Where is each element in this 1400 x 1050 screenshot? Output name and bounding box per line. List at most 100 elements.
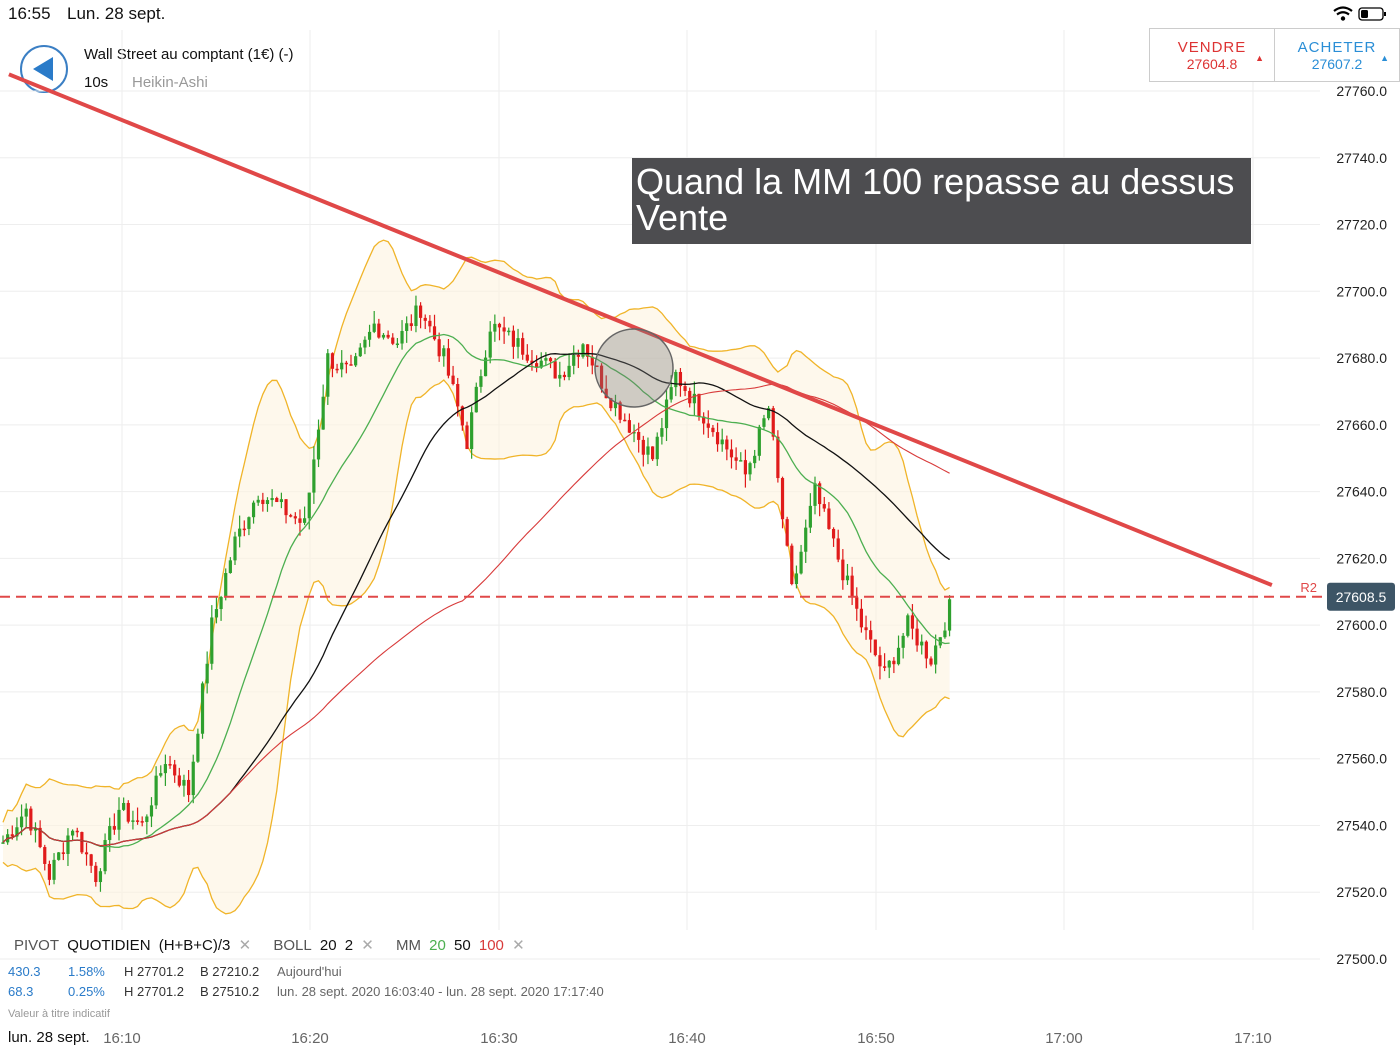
candle xyxy=(920,634,924,655)
candle xyxy=(901,632,905,659)
chart-type-selector[interactable]: Heikin-Ashi xyxy=(132,74,208,91)
current-price-label: 27608.5 xyxy=(1336,589,1387,605)
candle xyxy=(191,754,195,804)
mm20-line xyxy=(2,333,950,848)
candle xyxy=(780,476,785,529)
candle xyxy=(813,476,817,515)
candle xyxy=(530,350,534,371)
x-tick-label: 16:40 xyxy=(668,1030,706,1047)
x-axis: 16:10 16:20 16:30 16:40 16:50 17:00 17:10 xyxy=(103,1030,1272,1047)
x-tick-label: 17:10 xyxy=(1234,1030,1272,1047)
pivot-formula[interactable]: (H+B+C)/3 xyxy=(158,937,231,954)
candle xyxy=(43,844,47,871)
pivot-r2-label: R2 xyxy=(1300,580,1317,595)
candle xyxy=(94,862,98,887)
candle xyxy=(103,833,107,875)
buy-price: 27607.2 xyxy=(1311,56,1363,72)
candle xyxy=(943,622,947,639)
candle xyxy=(326,349,330,405)
candle xyxy=(126,800,130,824)
low-value: B 27510.2 xyxy=(200,984,260,999)
mm-20[interactable]: 20 xyxy=(429,937,446,954)
candle xyxy=(836,529,840,563)
candle xyxy=(757,424,761,461)
candle xyxy=(595,365,599,368)
y-tick-label: 27580.0 xyxy=(1336,684,1387,700)
sell-button[interactable]: VENDRE 27604.8 ▲ xyxy=(1150,29,1275,81)
candle xyxy=(284,499,288,524)
boll-fill xyxy=(3,240,950,914)
current-price-tag xyxy=(1327,582,1395,611)
candle xyxy=(567,353,571,381)
back-button[interactable] xyxy=(20,45,68,93)
candle xyxy=(887,659,891,679)
boll-period[interactable]: 20 xyxy=(319,937,337,954)
candle xyxy=(558,361,562,387)
candle xyxy=(349,354,353,366)
status-bar: 16:55 Lun. 28 sept. xyxy=(0,0,1400,28)
candle xyxy=(790,543,794,586)
candle xyxy=(84,842,89,866)
candle xyxy=(869,620,873,653)
candle xyxy=(465,421,469,450)
candle xyxy=(335,363,339,374)
candle xyxy=(57,851,61,861)
candle xyxy=(572,345,576,375)
candle xyxy=(562,371,567,381)
mm-100[interactable]: 100 xyxy=(478,937,504,954)
candle xyxy=(646,437,650,465)
remove-mm-icon[interactable]: ✕ xyxy=(512,937,525,954)
candle xyxy=(655,432,659,466)
candle xyxy=(419,302,423,329)
candle xyxy=(149,797,154,828)
candle xyxy=(344,360,348,374)
y-tick-label: 27640.0 xyxy=(1336,484,1387,500)
candle xyxy=(892,657,896,674)
candle xyxy=(372,311,376,334)
change-points: 68.3 xyxy=(8,984,34,999)
candle xyxy=(651,446,655,461)
candle xyxy=(924,640,928,669)
candle xyxy=(71,829,75,841)
candle xyxy=(29,806,33,836)
candle xyxy=(177,767,181,788)
candle xyxy=(442,345,446,367)
indicator-legend: PIVOT QUOTIDIEN (H+B+C)/3 ✕ BOLL 20 2 ✕ … xyxy=(14,936,529,954)
y-tick-label: 27540.0 xyxy=(1336,817,1387,833)
candle xyxy=(316,419,321,468)
candle xyxy=(428,315,432,333)
candle xyxy=(896,635,901,666)
candle xyxy=(525,344,529,363)
candle xyxy=(423,314,427,330)
remove-pivot-icon[interactable]: ✕ xyxy=(238,937,252,954)
instrument-title[interactable]: Wall Street au comptant (1€) (-) xyxy=(84,46,294,63)
pivot-label[interactable]: PIVOT xyxy=(14,937,60,954)
info-description: Aujourd'hui xyxy=(277,964,342,979)
candle xyxy=(270,489,274,507)
candle xyxy=(446,338,451,379)
candle xyxy=(330,352,335,378)
candle xyxy=(544,352,548,366)
candle xyxy=(47,860,51,886)
remove-boll-icon[interactable]: ✕ xyxy=(361,937,374,954)
candle xyxy=(785,516,789,547)
interval-selector[interactable]: 10s xyxy=(84,74,109,91)
candle xyxy=(307,492,311,530)
candle xyxy=(878,646,882,680)
buy-button[interactable]: ACHETER 27607.2 ▲ xyxy=(1275,29,1399,81)
candle xyxy=(535,355,539,373)
candle xyxy=(715,422,720,452)
candle xyxy=(303,506,307,526)
candle xyxy=(173,759,177,783)
boll-deviation[interactable]: 2 xyxy=(344,937,354,954)
high-value: H 27701.2 xyxy=(124,984,184,999)
candle xyxy=(238,515,242,548)
candle xyxy=(725,435,729,461)
candle xyxy=(511,325,515,359)
mm-label[interactable]: MM xyxy=(395,937,421,954)
pivot-period[interactable]: QUOTIDIEN xyxy=(67,937,151,954)
mm-50[interactable]: 50 xyxy=(454,937,471,954)
candle xyxy=(122,797,126,812)
y-tick-label: 27700.0 xyxy=(1336,283,1387,299)
boll-label[interactable]: BOLL xyxy=(273,937,312,954)
